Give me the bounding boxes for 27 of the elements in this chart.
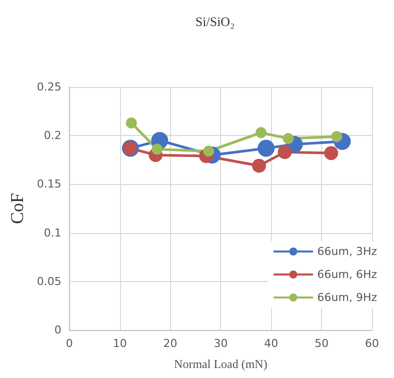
x-tick-label: 20 xyxy=(163,337,178,350)
legend-label: 66um, 3Hz xyxy=(317,245,378,258)
point xyxy=(252,158,266,173)
point xyxy=(126,117,137,128)
y-axis-title: CoF xyxy=(7,192,27,224)
point xyxy=(282,133,294,144)
point xyxy=(256,127,267,138)
legend-label: 66um, 9Hz xyxy=(317,291,378,304)
x-tick-label: 30 xyxy=(214,337,228,350)
x-tick-label: 40 xyxy=(264,337,278,350)
point xyxy=(152,144,163,155)
point xyxy=(278,145,292,160)
x-tick-label: 50 xyxy=(314,337,329,350)
y-tick-label: 0.1 xyxy=(44,226,62,240)
x-tick-label: 0 xyxy=(66,337,73,350)
y-tick-label: 0.25 xyxy=(36,80,62,94)
x-tick-label: 10 xyxy=(112,337,127,350)
y-tick-label: 0.2 xyxy=(44,129,62,142)
point xyxy=(324,146,338,160)
x-tick-label: 60 xyxy=(365,337,379,350)
point xyxy=(258,140,275,157)
y-tick-label: 0.15 xyxy=(36,178,62,191)
x-axis-title: Normal Load (mN) xyxy=(174,357,268,371)
legend-label: 66um, 6Hz xyxy=(317,268,378,281)
chart-title: Si/SiO₂ xyxy=(195,14,235,29)
y-tick-label: 0 xyxy=(54,324,62,336)
y-tick-label: 0.05 xyxy=(36,274,62,288)
